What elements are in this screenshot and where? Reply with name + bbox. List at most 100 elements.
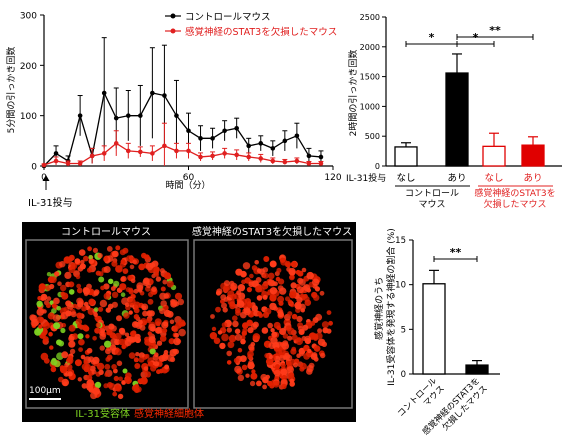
cell [226, 327, 232, 333]
cell [67, 371, 73, 377]
cell [226, 350, 232, 357]
data-point [318, 161, 324, 166]
cell [99, 345, 105, 351]
cell [301, 267, 307, 273]
cell [133, 288, 139, 294]
data-point [162, 93, 167, 98]
cell [134, 363, 141, 369]
cell [128, 297, 136, 306]
cell [149, 348, 156, 355]
cell [273, 281, 278, 287]
cell [160, 286, 166, 292]
bar2-ytick-label: 15 [395, 236, 406, 246]
injection-label: IL-31投与 [28, 196, 73, 209]
cell [250, 372, 258, 380]
data-point [246, 143, 252, 149]
cell [108, 323, 115, 330]
cell [77, 333, 84, 340]
line-ytick-label: 100 [20, 112, 37, 122]
cell [113, 280, 120, 287]
cell [133, 357, 139, 363]
cell [98, 369, 104, 375]
cell [291, 313, 298, 320]
cell [121, 344, 127, 350]
data-point [246, 154, 252, 160]
cell [271, 331, 278, 338]
cell [112, 391, 118, 397]
cell [278, 300, 284, 306]
cell [103, 283, 110, 290]
cell [163, 272, 172, 280]
cell [50, 276, 57, 284]
cell [72, 303, 78, 309]
cell [77, 266, 84, 272]
cell [280, 368, 288, 376]
cell [97, 252, 103, 259]
cell [119, 249, 126, 256]
cell [60, 284, 67, 292]
cell [274, 347, 279, 352]
cell [313, 345, 321, 352]
cell [240, 338, 246, 345]
cell [87, 246, 92, 252]
cell [261, 327, 269, 334]
cell [262, 311, 270, 318]
cell [51, 303, 57, 309]
bar [521, 144, 545, 167]
bar [394, 146, 418, 167]
micrograph-title-right: 感覚神経のSTAT3を欠損したマウス [192, 225, 352, 238]
cell [60, 327, 66, 334]
cell [116, 315, 122, 322]
cell [77, 377, 83, 382]
cell [242, 327, 248, 333]
cell [42, 336, 49, 343]
micrograph-legend-red: 感覚神経細胞体 [134, 407, 204, 420]
cell [234, 328, 241, 335]
data-point [89, 153, 95, 159]
line-ytick-label: 200 [20, 62, 37, 72]
series-line [43, 142, 321, 166]
bar1-row-label: IL-31投与 [346, 172, 386, 184]
bar1-group-label: コントロールマウス [405, 189, 459, 210]
cell [83, 287, 89, 293]
cell [74, 359, 82, 367]
bar1-ytick-label: 2000 [360, 43, 380, 52]
bar1-ytick-label: 2500 [360, 13, 380, 22]
cell [273, 369, 281, 377]
cell [154, 272, 159, 277]
cell [95, 322, 101, 328]
cell-cluster-control [29, 245, 186, 400]
cell [311, 291, 318, 299]
cell [95, 270, 101, 276]
cell [258, 313, 264, 318]
cell [134, 333, 141, 340]
cell [78, 347, 83, 352]
cell [111, 260, 118, 267]
data-point [53, 158, 59, 164]
data-point [210, 136, 215, 141]
cell [128, 289, 134, 295]
cell [104, 340, 112, 348]
line-chart: 0 100 200 300 0 60 120 5分間の引っかき回数 時間（分） コントロー… [5, 12, 342, 210]
cell [159, 308, 166, 315]
cell [289, 274, 295, 281]
cell [289, 381, 296, 387]
bar1-group-label: 感覚神経のSTAT3を欠損したマウス [474, 187, 555, 210]
cell [122, 368, 128, 374]
cell [249, 273, 254, 279]
cell [60, 291, 66, 297]
cell [254, 260, 259, 265]
cell [86, 384, 94, 392]
cell [251, 369, 256, 374]
cell [138, 352, 145, 359]
bar1-category-label: あり [523, 173, 542, 184]
cell [74, 258, 81, 265]
cell [114, 338, 121, 346]
cell [272, 380, 280, 388]
cell [78, 249, 86, 256]
cell [273, 321, 281, 329]
cell [166, 310, 174, 318]
bar1-category-label: あり [447, 173, 466, 184]
cell [235, 310, 241, 316]
